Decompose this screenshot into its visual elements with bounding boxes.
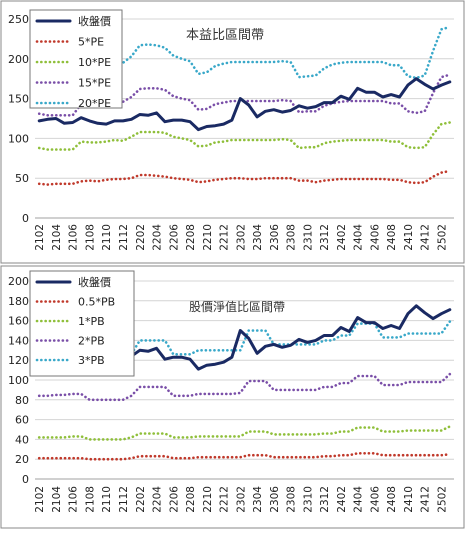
pe-x-tick-label: 2306 [269, 224, 281, 251]
pb-series-line-2 [37, 425, 452, 441]
pe-x-tick-label: 2104 [51, 224, 63, 251]
pe-legend-label-1: 5*PE [78, 36, 104, 49]
pe-legend-box [29, 9, 123, 109]
pb-x-tick-label: 2206 [168, 486, 180, 513]
pb-series-line-1 [37, 452, 452, 461]
pe-band-chart: 0 50 100 150 200 250 2102 2104 2106 2108 2110 2112 2… [0, 0, 466, 265]
pe-y-tick-label: 200 [8, 53, 29, 66]
pb-y-tick-label: 140 [8, 334, 29, 347]
pb-x-tick-label: 2410 [403, 486, 415, 513]
pe-series-line-2 [37, 121, 452, 151]
pb-x-tick-label: 2106 [68, 486, 80, 513]
pe-x-tick-label: 2404 [353, 224, 365, 251]
pe-x-tick-label: 2112 [118, 224, 130, 251]
pb-x-tick-label: 2310 [302, 486, 314, 513]
pb-x-tick-label: 2306 [269, 486, 281, 513]
pb-x-axis-labels: 2102 2104 2106 2108 2110 2112 2202 2204 2206 2208… [34, 486, 448, 513]
pb-x-tick-label: 2302 [235, 486, 247, 513]
pb-series-line-3 [37, 372, 452, 402]
pe-legend-label-3: 15*PE [78, 77, 111, 90]
pe-x-tick-label: 2302 [235, 224, 247, 251]
pb-legend-label-3: 2*PB [78, 335, 105, 348]
pe-x-tick-label: 2206 [168, 224, 180, 251]
pb-y-tick-label: 20 [15, 453, 29, 466]
pb-legend-label-0: 收盤價 [78, 275, 111, 289]
pb-legend: 收盤價 0.5*PB 1*PB 2*PB 3*PB [29, 270, 135, 377]
pe-y-tick-label: 150 [8, 93, 29, 106]
pb-x-tick-label: 2402 [336, 486, 348, 513]
pb-y-tick-label: 160 [8, 315, 29, 328]
pb-y-tick-label: 180 [8, 295, 29, 308]
pe-legend-label-2: 10*PE [78, 56, 111, 69]
pe-x-tick-label: 2406 [369, 224, 381, 251]
pe-x-tick-label: 2304 [252, 224, 264, 251]
pb-x-tick-label: 2312 [319, 486, 331, 513]
pe-x-tick-label: 2210 [202, 224, 214, 251]
pe-x-tick-label: 2308 [286, 224, 298, 251]
pe-series-line-1 [37, 169, 452, 186]
pb-x-tick-label: 2102 [34, 486, 46, 513]
pe-y-tick-label: 50 [15, 172, 29, 185]
pe-x-tick-label: 2106 [68, 224, 80, 251]
pb-x-tick-label: 2208 [185, 486, 197, 513]
pb-legend-box [29, 270, 135, 377]
pb-chart-title: 股價淨值比區間帶 [189, 299, 285, 314]
pe-x-tick-label: 2102 [34, 224, 46, 251]
pb-y-tick-label: 60 [15, 414, 29, 427]
pb-y-tick-label: 200 [8, 275, 29, 288]
pb-legend-label-1: 0.5*PB [78, 296, 115, 309]
pe-x-tick-label: 2204 [152, 224, 164, 251]
pe-x-tick-label: 2412 [420, 224, 432, 251]
pb-x-tick-label: 2408 [386, 486, 398, 513]
pb-x-tick-label: 2110 [101, 486, 113, 513]
pb-x-tick-label: 2406 [369, 486, 381, 513]
pb-y-tick-label: 100 [8, 374, 29, 387]
pe-x-tick-label: 2108 [84, 224, 96, 251]
pb-x-tick-label: 2412 [420, 486, 432, 513]
pb-y-axis-labels: 0 20 40 60 80 100 120 140 160 180 200 [8, 275, 29, 486]
pb-band-chart: 0 20 40 60 80 100 120 140 160 180 200 2102 2104 2106 2… [0, 265, 466, 530]
pb-x-tick-label: 2210 [202, 486, 214, 513]
pe-y-tick-label: 100 [8, 132, 29, 145]
pe-x-tick-label: 2402 [336, 224, 348, 251]
pb-x-tick-label: 2304 [252, 486, 264, 513]
pb-y-tick-label: 40 [15, 433, 29, 446]
pe-y-axis-labels: 0 50 100 150 200 250 [8, 13, 29, 225]
pb-x-tick-label: 2108 [84, 486, 96, 513]
pe-x-tick-label: 2110 [101, 224, 113, 251]
pb-y-tick-label: 120 [8, 354, 29, 367]
pb-x-tick-label: 2204 [152, 486, 164, 513]
pe-chart-title: 本益比區間帶 [186, 28, 264, 43]
pb-legend-label-4: 3*PB [78, 354, 105, 367]
pe-x-tick-label: 2312 [319, 224, 331, 251]
pe-y-tick-label: 250 [8, 13, 29, 26]
pe-x-tick-label: 2408 [386, 224, 398, 251]
pb-x-tick-label: 2404 [353, 486, 365, 513]
pb-x-tick-label: 2202 [135, 486, 147, 513]
pe-legend: 收盤價 5*PE 10*PE 15*PE 20*PE [29, 9, 123, 110]
pb-y-tick-label: 80 [15, 394, 29, 407]
pe-legend-label-4: 20*PE [78, 97, 111, 110]
pe-x-tick-label: 2502 [436, 224, 448, 251]
pe-x-tick-label: 2310 [302, 224, 314, 251]
pe-x-tick-label: 2208 [185, 224, 197, 251]
pe-x-tick-label: 2410 [403, 224, 415, 251]
pe-x-tick-label: 2212 [219, 224, 231, 251]
pb-x-tick-label: 2308 [286, 486, 298, 513]
pb-x-tick-label: 2104 [51, 486, 63, 513]
pe-legend-label-0: 收盤價 [78, 14, 111, 28]
pb-y-tick-label: 0 [22, 473, 29, 486]
pe-x-tick-label: 2202 [135, 224, 147, 251]
pe-x-axis-labels: 2102 2104 2106 2108 2110 2112 2202 2204 2206 2208… [34, 224, 448, 251]
pb-legend-label-2: 1*PB [78, 315, 105, 328]
pe-y-tick-label: 0 [22, 212, 29, 225]
pb-x-tick-label: 2502 [436, 486, 448, 513]
pb-x-tick-label: 2112 [118, 486, 130, 513]
pe-series-line-0 [37, 77, 452, 132]
pb-x-tick-label: 2212 [219, 486, 231, 513]
